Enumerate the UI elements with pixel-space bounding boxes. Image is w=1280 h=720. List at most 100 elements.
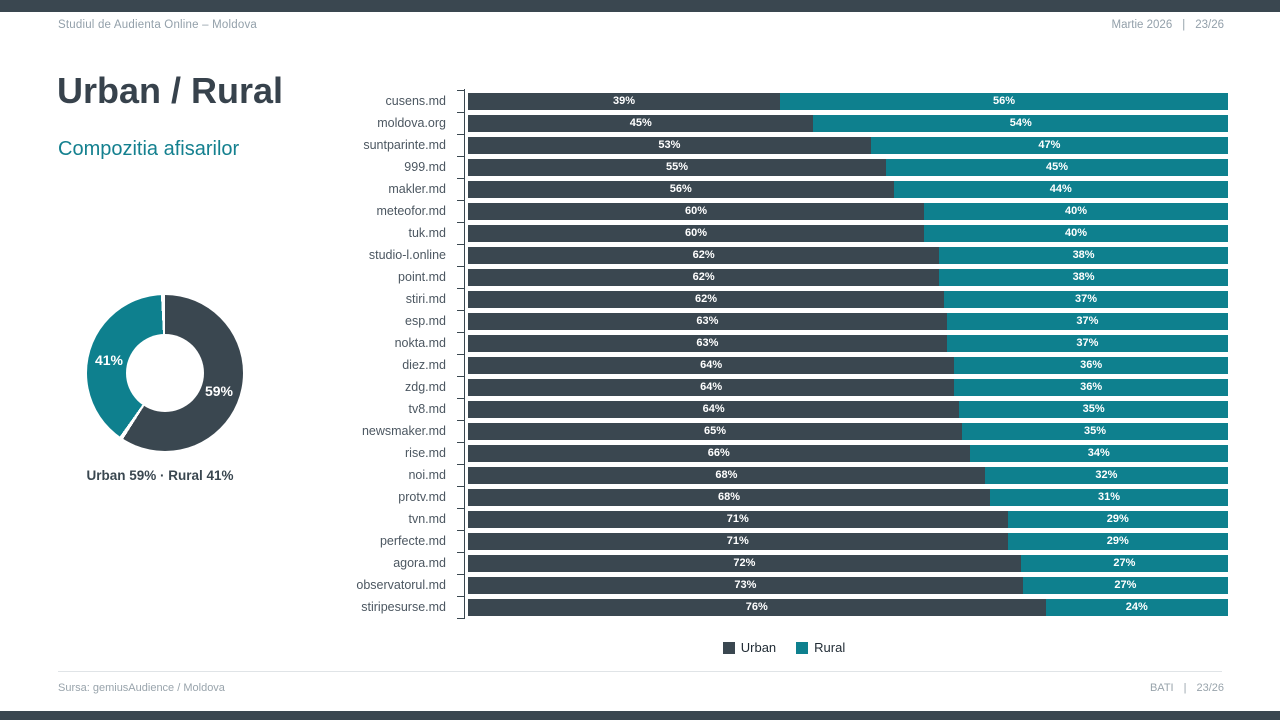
bar-segment-urban: 60% [468,224,924,242]
bar-row: newsmaker.md 65% 35% [340,420,1228,442]
axis-tick [457,309,464,311]
value-label: 64% [702,403,725,415]
bar-row: protv.md 68% 31% [340,486,1228,508]
bar-segment-rural: 35% [959,400,1228,418]
bar-track: 63% 37% [468,312,1228,330]
top-accent-bar [0,0,1280,12]
donut-rural-label: 41% [94,352,124,368]
legend-item-urban: Urban [722,640,777,655]
value-label: 35% [1083,425,1107,437]
axis-tick [457,221,464,223]
value-label: 34% [1087,447,1110,459]
axis-tick [457,243,464,245]
bar-segment-urban: 64% [468,400,960,418]
axis-tick [457,529,464,531]
axis-tick [457,353,464,355]
bar-track: 65% 35% [468,422,1228,440]
value-label: 60% [684,205,708,217]
axis-tick [457,331,464,333]
bar-track: 68% 31% [468,488,1228,506]
category-label: esp.md [405,314,446,328]
category-label: noi.md [408,468,446,482]
value-label: 73% [734,579,757,591]
axis-tick [457,375,464,377]
header-study-title: Studiul de Audienta Online – Moldova [58,19,257,31]
bar-segment-rural: 32% [984,466,1228,484]
bar-row: studio-l.online 62% 38% [340,244,1228,266]
bar-row: stiri.md 62% 37% [340,288,1228,310]
bar-segment-rural: 38% [939,246,1228,264]
bar-segment-urban: 65% [468,422,962,440]
bottom-accent-bar [0,711,1280,720]
category-label: tvn.md [408,512,446,526]
value-label: 56% [992,95,1016,107]
value-label: 40% [1064,227,1088,239]
value-label: 55% [665,161,689,173]
bar-track: 68% 32% [468,466,1228,484]
value-label: 60% [684,227,708,239]
bar-row: cusens.md 39% 56% [340,90,1228,112]
bar-segment-urban: 64% [468,378,955,396]
value-label: 71% [726,535,749,547]
value-label: 71% [726,513,749,525]
value-label: 35% [1082,403,1105,415]
legend-label: Rural [814,640,846,655]
bar-track: 60% 40% [468,224,1228,242]
donut-urban-label: 59% [204,383,234,399]
bar-segment-rural: 27% [1020,554,1228,572]
axis-tick [457,463,464,465]
legend-label: Urban [740,640,777,655]
value-label: 32% [1095,469,1118,481]
value-label: 36% [1080,381,1103,393]
bar-segment-urban: 55% [468,158,886,176]
value-label: 66% [707,447,730,459]
bar-row: tv8.md 64% 35% [340,398,1228,420]
bar-row: moldova.org 45% 54% [340,112,1228,134]
bar-row: point.md 62% 38% [340,266,1228,288]
bar-row: observatorul.md 73% 27% [340,574,1228,596]
bar-track: 56% 44% [468,180,1228,198]
value-label: 56% [669,183,692,195]
axis-tick [457,111,464,113]
axis-tick [457,287,464,289]
bar-row: stiripesurse.md 76% 24% [340,596,1228,618]
header-separator: | [1182,19,1186,31]
value-label: 36% [1080,359,1103,371]
value-label: 64% [700,359,723,371]
value-label: 27% [1114,579,1137,591]
axis-tick [457,265,464,267]
bar-segment-urban: 53% [468,136,871,154]
bar-segment-urban: 66% [468,444,970,462]
axis-tick [457,419,464,421]
bar-row: nokta.md 63% 37% [340,332,1228,354]
bar-segment-urban: 62% [468,290,944,308]
bar-segment-rural: 54% [813,114,1228,132]
bar-segment-rural: 37% [946,334,1228,352]
axis-tick [457,595,464,597]
category-label: stiripesurse.md [361,600,446,614]
category-label: nokta.md [394,336,446,350]
category-label: suntparinte.md [363,138,446,152]
bar-segment-rural: 37% [946,312,1228,330]
bar-segment-rural: 29% [1007,510,1228,528]
bar-segment-urban: 64% [468,356,955,374]
footer-right: BATI | 23/26 [1150,682,1224,694]
value-label: 31% [1097,491,1121,503]
axis-tick [457,155,464,157]
value-label: 44% [1049,183,1072,195]
axis-tick [457,507,464,509]
value-label: 40% [1064,205,1088,217]
bar-row: esp.md 63% 37% [340,310,1228,332]
bar-row: tvn.md 71% 29% [340,508,1228,530]
page-title: Urban / Rural [57,70,284,111]
axis-tick [457,485,464,487]
axis-tick [457,89,464,91]
bar-segment-urban: 71% [468,532,1008,550]
value-label: 72% [733,557,756,569]
bar-segment-urban: 76% [468,598,1046,616]
bar-track: 63% 37% [468,334,1228,352]
axis-tick [457,617,464,619]
axis-tick [457,441,464,443]
bar-segment-rural: 24% [1045,598,1228,616]
value-label: 39% [612,95,636,107]
